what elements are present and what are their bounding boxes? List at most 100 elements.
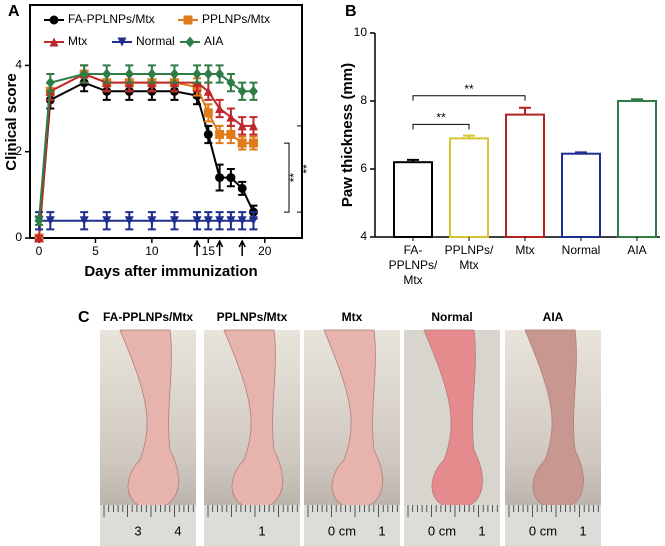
marker [34,215,44,227]
marker [237,85,247,97]
legend-label: PPLNPs/Mtx [202,12,270,26]
photo [404,329,500,546]
marker [248,85,258,97]
marker [203,86,213,96]
y-tick-label: 0 [15,230,22,244]
marker [237,138,247,148]
marker [215,68,225,80]
x-tick-label: Mtx [515,243,534,257]
marker [226,173,236,183]
marker [226,112,236,122]
photo-title: FA-PPLNPs/Mtx [103,310,193,324]
y-tick-label: 6 [360,161,367,175]
panel-label: C [78,309,90,326]
marker [49,37,59,47]
y-tick-label: 4 [360,229,367,243]
ruler-label: 1 [258,523,265,538]
y-tick-label: 10 [354,25,368,39]
x-tick-label: 20 [258,244,272,258]
marker [203,129,213,139]
marker [49,15,59,25]
panel-label: A [8,3,20,20]
marker [124,216,134,226]
marker [169,68,179,80]
marker [102,216,112,226]
annotation: ** [287,173,301,183]
marker [34,233,44,243]
marker [226,129,236,139]
marker [226,77,236,89]
ruler-label: 1 [579,523,586,538]
ruler-label: 0 cm [328,523,356,538]
marker [203,68,213,80]
plot-frame [29,4,303,239]
bracket [297,125,303,213]
annotation: ** [436,111,446,125]
ruler-label: 3 [134,523,141,538]
marker [45,216,55,226]
x-tick-label: 5 [92,244,99,258]
ruler-label: 1 [478,523,485,538]
marker [192,216,202,226]
marker [237,183,247,193]
marker [248,121,258,131]
bar [505,113,545,238]
marker [248,138,258,148]
marker [147,216,157,226]
annotation: ** [300,164,314,174]
series-line [38,73,254,221]
x-tick-label: 15 [202,244,216,258]
arrow [215,239,224,256]
marker [248,216,258,226]
legend-label: Mtx [68,34,87,48]
photo-title: Normal [431,310,472,324]
x-tick-label: PPLNPs/ [389,258,438,272]
bar [617,100,657,238]
panel-label: B [345,3,357,20]
marker [183,15,193,25]
bracket [412,123,470,130]
marker [192,68,202,80]
y-axis-label: Paw thickness (mm) [339,63,356,207]
legend-label: Normal [136,34,175,48]
error-bar [463,134,475,139]
y-axis-label: Clinical score [3,73,20,171]
series-line [38,72,254,239]
error-bar [631,98,643,101]
marker [124,68,134,80]
photo-title: Mtx [342,310,363,324]
marker [237,121,247,131]
arrow [238,239,246,256]
marker [185,36,195,48]
error-bar [575,151,587,154]
x-axis-label: Days after immunization [84,263,257,280]
ruler [404,505,500,546]
x-tick-label: 10 [145,244,159,258]
ruler-label: 0 cm [529,523,557,538]
bar [393,161,433,238]
marker [237,216,247,226]
bar [449,137,489,238]
error-bar [407,158,419,163]
photo [304,329,400,546]
marker [215,173,225,183]
marker [215,129,225,139]
ruler [304,505,400,546]
bracket [412,95,526,101]
y-tick-label: 4 [15,58,22,72]
marker [169,216,179,226]
legend-label: AIA [204,34,223,48]
ruler [204,505,300,546]
legend-label: FA-PPLNPs/Mtx [68,12,155,26]
marker [215,216,225,226]
annotation: ** [464,82,474,96]
marker [215,104,225,114]
photo [505,329,601,546]
arrow [193,239,201,256]
y-tick-label: 8 [360,93,367,107]
photo-title: PPLNPs/Mtx [217,310,288,324]
ruler-label: 0 cm [428,523,456,538]
marker [203,216,213,226]
ruler-label: 4 [174,523,181,538]
y-tick-label: 2 [15,144,22,158]
